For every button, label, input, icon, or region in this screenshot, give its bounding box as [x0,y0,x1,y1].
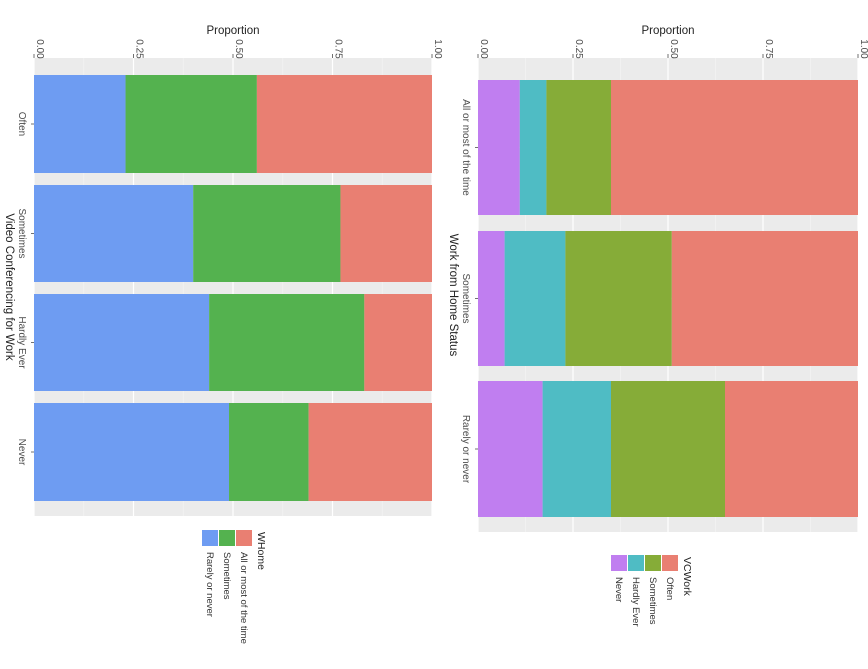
legend-label: Rarely or never [204,552,215,617]
bar-segment [542,381,611,517]
bar-segment [209,294,365,391]
y-tick-label: 0.50 [668,39,679,59]
bar-segment [34,75,126,173]
legend-whome: VCWork Often Sometimes Hardly Ever Never [611,555,693,627]
legend-vcwork: WHome All or most of the time Sometimes Rar… [202,530,267,644]
axis-title-category: Work from Home Status [447,234,459,357]
y-tick-label: 0.75 [763,39,774,59]
bar-segment [193,185,341,282]
legend-label: Never [613,577,624,602]
legend-key [236,530,252,546]
bar-segment [478,231,505,366]
legend-key [645,555,661,571]
bar-segment [34,294,210,391]
bar-segment [34,403,230,501]
legend-label: Sometimes [221,552,232,600]
y-tick-label: 0.00 [478,39,489,59]
bar-segment [725,381,858,517]
axis-title-category: Video Conferencing for Work [3,213,15,360]
bar-segment [308,403,432,501]
category-tick-label: Hardly Ever [16,316,27,369]
legend-label: Often [664,577,675,600]
y-tick-label: 0.50 [233,39,244,59]
bar-segment [519,80,547,215]
legend-label: Sometimes [647,577,658,625]
bar-segment [565,231,672,366]
bar-segment [34,185,194,282]
category-tick-label: All or most of the time [460,99,471,196]
bar-segment [125,75,257,173]
y-tick-label: 0.75 [333,39,344,59]
legend-label: All or most of the time [238,552,249,644]
legend-title: VCWork [681,557,693,597]
bar-segment [546,80,611,215]
legend-title: WHome [255,532,267,570]
y-tick-label: 0.00 [34,39,45,59]
legend-key [219,530,235,546]
axis-title-proportion: Proportion [206,25,259,37]
bar-segment [611,381,725,517]
bar-segment [340,185,432,282]
category-tick-label: Often [16,112,27,136]
bar-segment [256,75,432,173]
legend-key [611,555,627,571]
y-tick-label: 0.25 [573,39,584,59]
legend-label: Hardly Ever [630,577,641,627]
bar-segment [504,231,566,366]
legend-key [628,555,644,571]
panel-vcwork: 0.00 0.25 0.50 0.75 1.00 Often Sometimes Hardly… [3,25,443,644]
panel-whome: 0.00 0.25 0.50 0.75 1.00 All or most of the t… [447,25,868,627]
bar-segment [671,231,858,366]
y-tick-label: 1.00 [858,39,868,59]
legend-key [202,530,218,546]
bar-segment [478,381,543,517]
category-tick-label: Sometimes [460,273,471,323]
bar-segment [611,80,858,215]
y-tick-label: 1.00 [432,39,443,59]
bar-segment [364,294,432,391]
legend-key [662,555,678,571]
category-tick-label: Rarely or never [460,415,471,484]
category-tick-label: Never [16,439,27,466]
bar-segment [478,80,520,215]
axis-title-proportion: Proportion [641,25,694,37]
y-tick-label: 0.25 [134,39,145,59]
category-tick-label: Sometimes [16,208,27,258]
bar-segment [229,403,309,501]
